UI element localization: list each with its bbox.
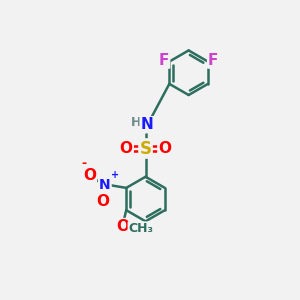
Text: -: -	[81, 157, 86, 170]
Text: F: F	[208, 52, 218, 68]
Text: +: +	[111, 170, 119, 180]
Text: F: F	[159, 52, 169, 68]
Text: CH₃: CH₃	[129, 222, 154, 236]
Text: O: O	[120, 141, 133, 156]
Text: N: N	[99, 178, 111, 192]
Text: H: H	[131, 116, 141, 129]
Text: O: O	[116, 219, 129, 234]
Text: O: O	[83, 168, 96, 183]
Text: O: O	[96, 194, 109, 209]
Text: N: N	[141, 117, 153, 132]
Text: S: S	[140, 140, 152, 158]
Text: O: O	[158, 141, 171, 156]
